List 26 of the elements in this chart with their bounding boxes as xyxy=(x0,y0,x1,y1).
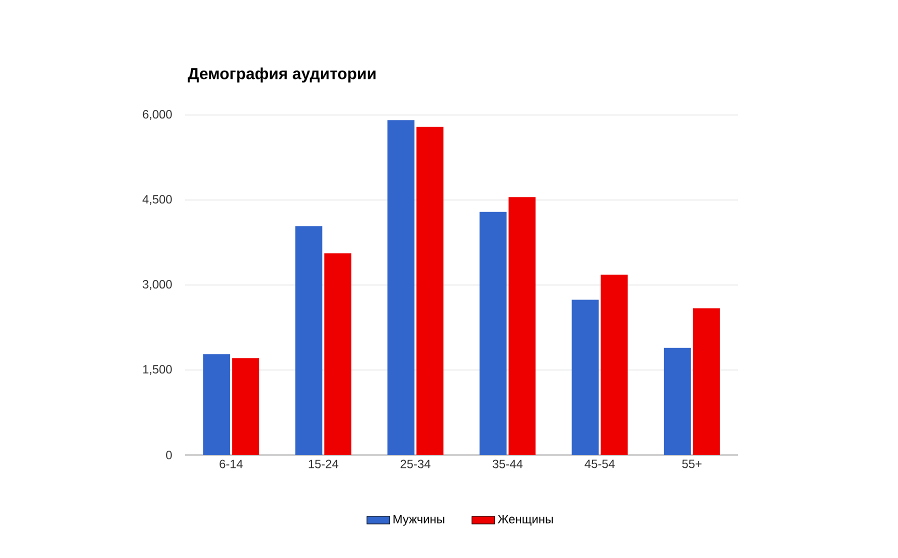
bar xyxy=(600,274,628,456)
bar xyxy=(387,120,414,456)
x-tick-label: 55+ xyxy=(682,460,702,468)
bar xyxy=(664,348,691,456)
bar xyxy=(324,253,352,456)
legend-label: Мужчины xyxy=(394,514,444,526)
bar xyxy=(572,300,599,456)
x-tick-label: 35-44 xyxy=(492,460,523,468)
x-tick-label: 45-54 xyxy=(584,460,615,468)
bar xyxy=(508,197,536,456)
y-tick-label: 1,500 xyxy=(143,365,172,375)
x-tick-label: 15-24 xyxy=(308,460,338,468)
y-tick-label: 6,000 xyxy=(142,110,172,120)
bar xyxy=(416,126,444,456)
legend-label: Женщины xyxy=(498,514,553,526)
x-tick-label: 6-14 xyxy=(220,460,243,468)
y-tick-label: 0 xyxy=(166,450,172,460)
bar xyxy=(692,308,720,456)
bar xyxy=(295,226,322,456)
y-tick-label: 4,500 xyxy=(142,195,172,205)
bar xyxy=(232,358,260,456)
bar xyxy=(203,354,230,456)
y-tick-label: 3,000 xyxy=(142,280,172,290)
bar xyxy=(480,212,507,456)
chart-title: Демография аудитории xyxy=(188,68,376,82)
x-tick-label: 25-34 xyxy=(400,460,430,468)
